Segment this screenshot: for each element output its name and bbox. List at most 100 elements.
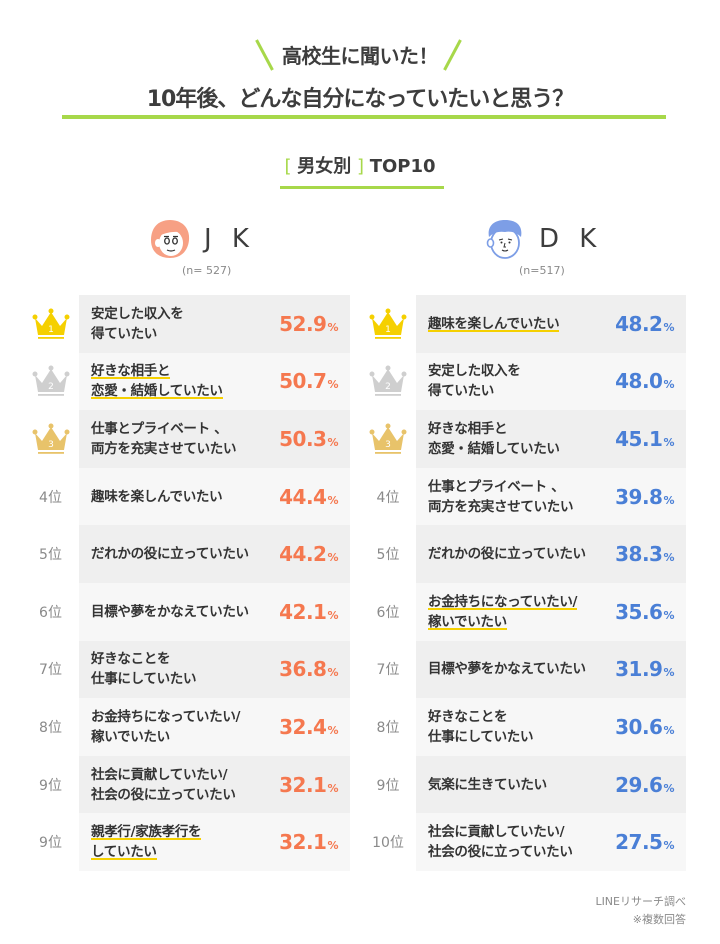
row-cell: 仕事とプライベート 、 両方を充実させていたい 39.8% [416, 467, 686, 526]
subtitle: [ 男女別 ] TOP10 [0, 152, 720, 182]
percent-value: 32.1% [279, 830, 338, 855]
row-cell: お金持ちになっていたい/ 稼いでいたい 32.4% [79, 698, 350, 756]
rank-label: 4位 [376, 489, 400, 506]
bracket-close: ] [356, 156, 364, 177]
table-row: 3 仕事とプライベート 、 両方を充実させていたい 50.3% [22, 410, 350, 468]
percent-value: 30.6% [615, 714, 674, 739]
row-cell: 好きな相手と 恋愛・結婚していたい 45.1% [416, 410, 686, 468]
row-cell: 社会に貢献していたい/ 社会の役に立っていたい 32.1% [79, 755, 350, 814]
crown-icon: 2 [360, 353, 416, 411]
percent-value: 39.8% [615, 484, 674, 509]
rank-label: 7位 [376, 662, 400, 679]
row-cell: 好きなことを 仕事にしていたい 36.8% [79, 640, 350, 699]
percent-value: 32.4% [279, 714, 338, 739]
rank-label: 8位 [376, 719, 400, 736]
rank-label: 4位 [39, 489, 62, 506]
table-row: 9位 社会に貢献していたい/ 社会の役に立っていたい 32.1% [22, 755, 350, 814]
table-row: 4位 仕事とプライベート 、 両方を充実させていたい 39.8% [360, 467, 686, 526]
table-row: 1 趣味を楽しんでいたい 48.2% [360, 295, 686, 353]
crown-icon: 3 [22, 410, 79, 468]
percent-value: 44.2% [279, 542, 338, 567]
group-header-dk: D K [483, 214, 602, 264]
rank-label: 9位 [376, 777, 400, 794]
ranking-table-jk: 1 安定した収入を 得ていたい 52.9% 2 好きな相手と 恋愛・結婚していたい 50.7… [22, 295, 350, 871]
svg-text:2: 2 [385, 382, 391, 392]
row-cell: 安定した収入を 得ていたい 48.0% [416, 352, 686, 411]
row-cell: 社会に貢献していたい/ 社会の役に立っていたい 27.5% [416, 813, 686, 871]
percent-value: 31.9% [615, 657, 674, 682]
item-label: 社会に貢献していたい/ 社会の役に立っていたい [91, 766, 236, 803]
item-label: 趣味を楽しんでいたい [91, 488, 223, 505]
table-row: 5位 だれかの役に立っていたい 44.2% [22, 525, 350, 583]
rank-label: 10位 [372, 835, 404, 852]
row-cell: だれかの役に立っていたい 38.3% [416, 525, 686, 583]
title-underline [62, 115, 666, 119]
row-cell: 親孝行/家族孝行を していたい 32.1% [79, 813, 350, 871]
table-row: 5位 だれかの役に立っていたい 38.3% [360, 525, 686, 583]
rank-label: 6位 [376, 604, 400, 621]
row-cell: 目標や夢をかなえていたい 42.1% [79, 582, 350, 641]
group-header-jk: J K [148, 214, 255, 264]
row-cell: 好きな相手と 恋愛・結婚していたい 50.7% [79, 352, 350, 411]
item-label: 社会に貢献していたい/ 社会の役に立っていたい [428, 824, 573, 861]
percent-value: 42.1% [279, 599, 338, 624]
item-label: 安定した収入を 得ていたい [428, 363, 521, 400]
item-label: 仕事とプライベート 、 両方を充実させていたい [91, 420, 237, 457]
item-label: だれかの役に立っていたい [91, 546, 249, 563]
rank-label: 5位 [39, 547, 62, 564]
percent-value: 38.3% [615, 542, 674, 567]
item-label: 仕事とプライベート 、 両方を充実させていたい [428, 478, 574, 515]
rank-label: 5位 [376, 547, 400, 564]
row-cell: 趣味を楽しんでいたい 44.4% [79, 467, 350, 526]
item-label: 好きなことを 仕事にしていたい [428, 708, 534, 745]
crown-icon: 2 [22, 353, 79, 411]
item-label: 目標や夢をかなえていたい [91, 603, 249, 620]
item-label: 好きな相手と 恋愛・結婚していたい [428, 420, 560, 457]
svg-text:3: 3 [48, 440, 54, 450]
item-label: お金持ちになっていたい/ 稼いでいたい [91, 708, 241, 745]
crown-icon: 1 [22, 295, 79, 353]
percent-value: 29.6% [615, 772, 674, 797]
table-row: 7位 好きなことを 仕事にしていたい 36.8% [22, 640, 350, 699]
table-row: 2 安定した収入を 得ていたい 48.0% [360, 352, 686, 411]
percent-value: 32.1% [279, 772, 338, 797]
rank-label: 9位 [39, 835, 62, 852]
subtitle-underline [280, 186, 444, 189]
item-label: 趣味を楽しんでいたい [428, 315, 560, 332]
slash-left-decoration [255, 39, 274, 71]
item-label: 親孝行/家族孝行を していたい [91, 824, 202, 861]
boy-face-icon [483, 217, 527, 261]
ranking-table-dk: 1 趣味を楽しんでいたい 48.2% 2 安定した収入を 得ていたい 48.0% 3 好きな相… [360, 295, 686, 871]
row-cell: 気楽に生きていたい 29.6% [416, 755, 686, 814]
table-row: 10位 社会に貢献していたい/ 社会の役に立っていたい 27.5% [360, 813, 686, 871]
row-cell: 安定した収入を 得ていたい 52.9% [79, 295, 350, 353]
item-label: お金持ちになっていたい/稼いでいたい [428, 593, 578, 630]
page-title: 10年後、どんな自分になっていたいと思う？ [146, 87, 575, 112]
crown-icon: 3 [360, 410, 416, 468]
percent-value: 50.3% [279, 426, 338, 451]
svg-text:1: 1 [385, 325, 391, 335]
crown-rank-2-icon: 2 [31, 363, 71, 399]
percent-value: 27.5% [615, 830, 674, 855]
table-row: 2 好きな相手と 恋愛・結婚していたい 50.7% [22, 352, 350, 411]
row-cell: 趣味を楽しんでいたい 48.2% [416, 295, 686, 353]
table-row: 3 好きな相手と 恋愛・結婚していたい 45.1% [360, 410, 686, 468]
table-row: 8位 お金持ちになっていたい/ 稼いでいたい 32.4% [22, 698, 350, 756]
crown-rank-1-icon: 1 [31, 306, 71, 342]
table-row: 9位 気楽に生きていたい 29.6% [360, 755, 686, 814]
crown-rank-1-icon: 1 [368, 306, 408, 342]
row-cell: お金持ちになっていたい/稼いでいたい 35.6% [416, 582, 686, 641]
percent-value: 36.8% [279, 657, 338, 682]
table-row: 6位 目標や夢をかなえていたい 42.1% [22, 582, 350, 641]
girl-face-icon [148, 217, 192, 261]
kicker-text: 高校生に聞いた！ [282, 44, 439, 68]
row-cell: 仕事とプライベート 、 両方を充実させていたい 50.3% [79, 410, 350, 468]
crown-icon: 1 [360, 295, 416, 353]
multiple-answer-note: ※複数回答 [632, 913, 686, 926]
table-row: 1 安定した収入を 得ていたい 52.9% [22, 295, 350, 353]
percent-value: 35.6% [615, 599, 674, 624]
table-row: 8位 好きなことを 仕事にしていたい 30.6% [360, 698, 686, 756]
crown-rank-3-icon: 3 [31, 421, 71, 457]
crown-rank-2-icon: 2 [368, 363, 408, 399]
group-name-jk: J K [204, 224, 255, 254]
